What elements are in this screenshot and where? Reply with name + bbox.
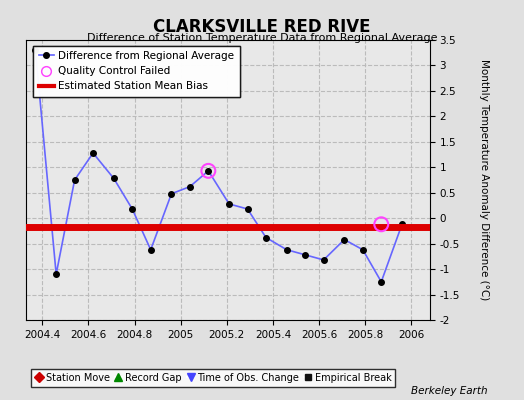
Legend: Difference from Regional Average, Quality Control Failed, Estimated Station Mean: Difference from Regional Average, Qualit… (34, 46, 239, 97)
Text: Difference of Station Temperature Data from Regional Average: Difference of Station Temperature Data f… (87, 33, 437, 43)
Text: CLARKSVILLE RED RIVE: CLARKSVILLE RED RIVE (153, 18, 371, 36)
Text: Berkeley Earth: Berkeley Earth (411, 386, 487, 396)
Point (377, 221, 386, 228)
Point (204, 168, 213, 174)
Y-axis label: Monthly Temperature Anomaly Difference (°C): Monthly Temperature Anomaly Difference (… (479, 59, 489, 301)
